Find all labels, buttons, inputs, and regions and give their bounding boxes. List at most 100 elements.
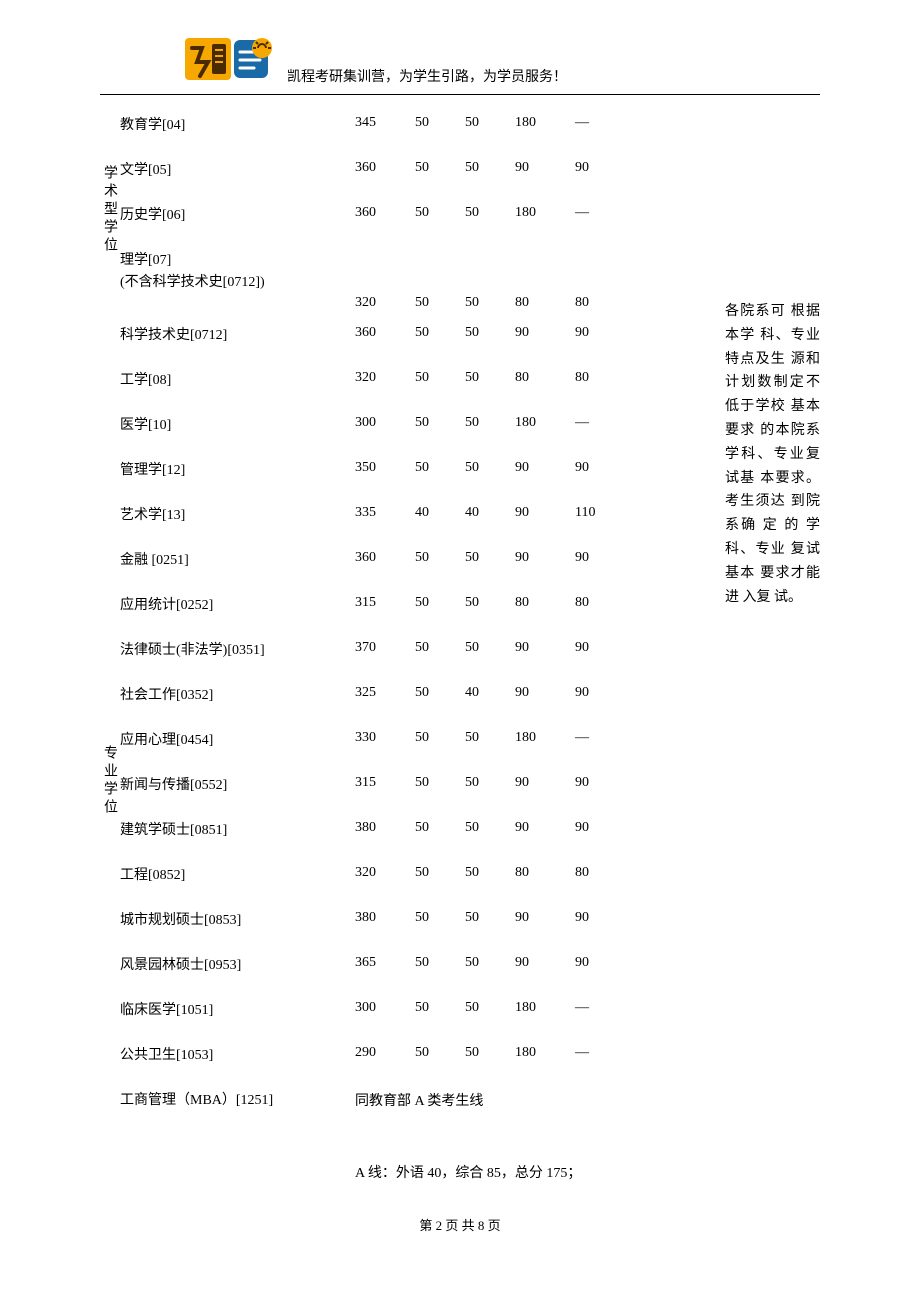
row-label: 工学[08] — [120, 370, 355, 392]
row-label: 教育学[04] — [120, 115, 355, 137]
cell: 50 — [465, 550, 515, 566]
cell: 50 — [465, 730, 515, 746]
row-label: 临床医学[1051] — [120, 1000, 355, 1022]
cell: — — [575, 415, 625, 431]
cell: 90 — [575, 775, 625, 791]
cell: 320 — [355, 295, 415, 311]
table-row: 风景园林硕士[0953]36550509090 — [120, 955, 725, 1000]
row-label: 工程[0852] — [120, 865, 355, 887]
cell: — — [575, 730, 625, 746]
cell: 50 — [415, 640, 465, 656]
cell: 50 — [415, 820, 465, 836]
cell: 50 — [415, 205, 465, 221]
cell: 90 — [575, 955, 625, 971]
cell: 50 — [415, 685, 465, 701]
cell: 110 — [575, 505, 625, 521]
cell: 180 — [515, 415, 575, 431]
cell: 90 — [575, 910, 625, 926]
cell: 50 — [415, 460, 465, 476]
table-row: 科学技术史[0712]36050509090 — [120, 325, 725, 370]
side-notes: 各院系可 根据本学 科、专业 特点及生 源和计划数制定不 低于学校 基本要求 的… — [725, 300, 820, 609]
row-label: 城市规划硕士[0853] — [120, 910, 355, 932]
row-label: 工商管理（MBA）[1251] — [120, 1090, 355, 1112]
table-row: 文学[05]36050509090 — [120, 160, 725, 205]
cell: 50 — [465, 595, 515, 611]
cell: 50 — [415, 955, 465, 971]
cell: 320 — [355, 370, 415, 386]
row-label: 法律硕士(非法学)[0351] — [120, 640, 355, 662]
cell: — — [575, 1045, 625, 1061]
cell: 380 — [355, 820, 415, 836]
cell: 50 — [465, 955, 515, 971]
table-row: 临床医学[1051]3005050180— — [120, 1000, 725, 1045]
row-label: 理学[07] (不含科学技术史[0712]) — [120, 250, 355, 295]
mba-row: 工商管理（MBA）[1251] 同教育部 A 类考生线 — [120, 1090, 725, 1135]
cell: 80 — [515, 295, 575, 311]
cell: 335 — [355, 505, 415, 521]
row-label: 医学[10] — [120, 415, 355, 437]
cell: 50 — [465, 640, 515, 656]
cell: 80 — [575, 595, 625, 611]
table-row: 应用心理[0454]3305050180— — [120, 730, 725, 775]
cell: 90 — [515, 160, 575, 176]
cell: 90 — [515, 685, 575, 701]
cell: 50 — [465, 370, 515, 386]
cell: 50 — [465, 1000, 515, 1016]
cell: — — [575, 115, 625, 131]
cell: 180 — [515, 1045, 575, 1061]
row-label: 新闻与传播[0552] — [120, 775, 355, 797]
row-label: 社会工作[0352] — [120, 685, 355, 707]
table-row: 新闻与传播[0552]31550509090 — [120, 775, 725, 820]
category-academic: 学术型学位 — [100, 115, 120, 255]
cell: 320 — [355, 865, 415, 881]
cell: 180 — [515, 730, 575, 746]
page-footer: 第 2 页 共 8 页 — [100, 1215, 820, 1234]
cell: 90 — [515, 325, 575, 341]
cell: 380 — [355, 910, 415, 926]
cell: 50 — [415, 1000, 465, 1016]
row-label: 管理学[12] — [120, 460, 355, 482]
cell: 180 — [515, 1000, 575, 1016]
cell: — — [575, 1000, 625, 1016]
cell: 370 — [355, 640, 415, 656]
header-tagline: 凯程考研集训营，为学生引路，为学员服务！ — [287, 66, 567, 88]
table-row: 医学[10]3005050180— — [120, 415, 725, 460]
page-header: 凯程考研集训营，为学生引路，为学员服务！ — [100, 30, 820, 95]
table-row: 艺术学[13]335404090110 — [120, 505, 725, 550]
row-label: 风景园林硕士[0953] — [120, 955, 355, 977]
cell: 360 — [355, 325, 415, 341]
cell: 50 — [465, 415, 515, 431]
table-row: 32050508080 — [120, 295, 725, 325]
cell: 90 — [515, 550, 575, 566]
cell: 90 — [575, 685, 625, 701]
table-row: 管理学[12]35050509090 — [120, 460, 725, 505]
table-row: 工程[0852]32050508080 — [120, 865, 725, 910]
cell: 90 — [575, 460, 625, 476]
cell: 90 — [515, 460, 575, 476]
table-row: 公共卫生[1053]2905050180— — [120, 1045, 725, 1090]
cell: 50 — [415, 775, 465, 791]
cell: 360 — [355, 160, 415, 176]
row-label: 艺术学[13] — [120, 505, 355, 527]
cell: 90 — [515, 640, 575, 656]
cell: 50 — [415, 325, 465, 341]
cell: 90 — [575, 325, 625, 341]
cell: 180 — [515, 205, 575, 221]
cell: 80 — [575, 295, 625, 311]
cell: 50 — [465, 205, 515, 221]
cell: 50 — [465, 820, 515, 836]
cell: — — [575, 205, 625, 221]
category-column: 学术型学位 专业学位 — [100, 115, 120, 817]
table-row: 城市规划硕士[0853]38050509090 — [120, 910, 725, 955]
cell: 40 — [415, 505, 465, 521]
cell: 40 — [465, 505, 515, 521]
table-rows: 教育学[04]3455050180—文学[05]36050509090历史学[0… — [120, 115, 725, 1185]
cell: 50 — [465, 160, 515, 176]
row-label: 历史学[06] — [120, 205, 355, 227]
cell: 50 — [415, 295, 465, 311]
cell: 90 — [575, 640, 625, 656]
cell: 90 — [515, 775, 575, 791]
cell: 50 — [415, 1045, 465, 1061]
cell: 80 — [515, 865, 575, 881]
row-label: 文学[05] — [120, 160, 355, 182]
